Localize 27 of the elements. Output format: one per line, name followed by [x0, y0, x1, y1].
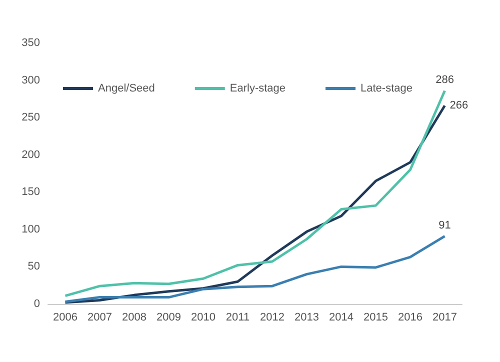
y-tick-label: 250: [22, 112, 40, 124]
x-tick-label: 2008: [122, 312, 146, 324]
y-tick-label: 100: [22, 223, 40, 236]
x-tick-label: 2009: [156, 312, 181, 324]
legend-label: Early-stage: [230, 82, 286, 94]
x-tick-label: 2015: [364, 312, 388, 324]
data-label: 286: [436, 74, 454, 86]
y-tick-label: 300: [22, 74, 40, 86]
x-tick-label: 2014: [329, 312, 354, 324]
x-tick-label: 2010: [191, 312, 216, 324]
data-label: 91: [438, 220, 451, 232]
data-label: 266: [450, 100, 468, 112]
x-tick-label: 2011: [226, 312, 250, 324]
line-series: [64, 234, 446, 304]
x-tick-label: 2007: [88, 312, 112, 324]
y-tick-label: 50: [28, 260, 40, 273]
y-tick-label: 0: [34, 298, 40, 310]
y-tick-label: 200: [22, 148, 40, 161]
legend-label: Late-stage: [360, 82, 412, 94]
legend-label: Angel/Seed: [98, 82, 155, 94]
x-tick-label: 2006: [53, 312, 78, 324]
x-tick-label: 2016: [398, 312, 422, 324]
x-tick-label: 2013: [294, 312, 319, 324]
x-tick-label: 2012: [260, 312, 284, 324]
y-tick-label: 350: [22, 37, 40, 49]
x-tick-label: 2017: [432, 312, 457, 324]
y-tick-label: 150: [22, 186, 40, 198]
